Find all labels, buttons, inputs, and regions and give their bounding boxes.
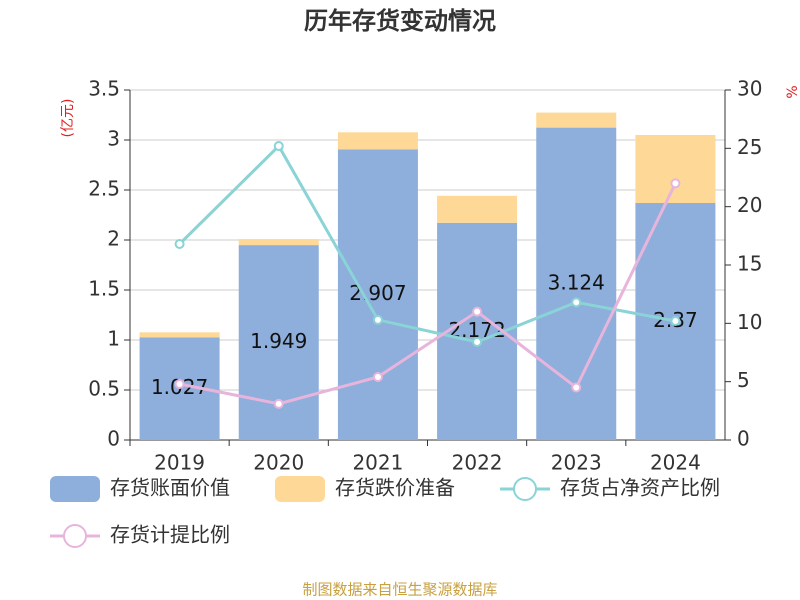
line-point xyxy=(174,239,185,249)
bar xyxy=(635,135,716,203)
bar xyxy=(437,195,518,223)
line-point xyxy=(273,141,284,151)
line-point xyxy=(273,398,284,409)
x-tick-label: 2023 xyxy=(551,451,602,475)
bar xyxy=(139,332,220,338)
x-tick-label: 2021 xyxy=(352,451,403,475)
line-point xyxy=(670,316,681,326)
line-point xyxy=(472,337,483,347)
legend-label: 存货占净资产比例 xyxy=(560,476,720,500)
legend-swatch xyxy=(275,476,325,502)
x-tick-label: 2019 xyxy=(154,451,205,475)
y2-tick-label: 20 xyxy=(737,193,762,217)
source-note: 制图数据来自恒生聚源数据库 xyxy=(302,581,497,599)
line-point xyxy=(372,372,383,382)
y2-tick-label: 5 xyxy=(737,368,750,392)
y-tick-label: 2.5 xyxy=(88,177,120,201)
legend-swatch xyxy=(63,524,87,548)
data-label: 3.124 xyxy=(548,270,605,294)
line-point xyxy=(472,306,483,317)
y-axis-label: (亿元) xyxy=(60,99,76,138)
chart-title: 历年存货变动情况 xyxy=(304,7,496,35)
legend-label: 存货跌价准备 xyxy=(335,476,455,500)
y-tick-label: 2 xyxy=(107,227,120,251)
line xyxy=(178,143,676,344)
y-tick-label: 1 xyxy=(107,327,120,351)
y-tick-label: 3.5 xyxy=(88,77,120,101)
bar xyxy=(337,132,418,150)
y2-tick-label: 30 xyxy=(737,77,762,101)
line-point xyxy=(571,382,582,393)
legend-label: 存货账面价值 xyxy=(110,476,230,500)
bar xyxy=(238,239,319,246)
y-tick-label: 1.5 xyxy=(88,277,120,301)
line-point xyxy=(372,314,383,325)
y-tick-label: 3 xyxy=(107,127,120,151)
bar xyxy=(536,112,617,128)
y2-tick-label: 15 xyxy=(737,252,762,276)
legend-label: 存货计提比例 xyxy=(110,523,230,547)
line-point xyxy=(174,379,185,389)
bar xyxy=(337,149,418,441)
line-point xyxy=(571,297,582,308)
y2-tick-label: 10 xyxy=(737,310,762,334)
y2-tick-label: 25 xyxy=(737,135,762,159)
y-tick-label: 0.5 xyxy=(88,377,120,401)
x-tick-label: 2024 xyxy=(650,451,701,475)
legend-swatch xyxy=(50,476,100,502)
line xyxy=(179,182,677,406)
line-point xyxy=(670,178,681,189)
legend-swatch xyxy=(513,477,537,501)
y2-tick-label: 0 xyxy=(737,427,750,451)
y2-axis-label: % xyxy=(785,85,800,98)
data-label: 1.949 xyxy=(250,329,307,353)
y-tick-label: 0 xyxy=(107,427,120,451)
x-tick-label: 2020 xyxy=(253,451,304,475)
x-tick-label: 2022 xyxy=(452,451,503,475)
